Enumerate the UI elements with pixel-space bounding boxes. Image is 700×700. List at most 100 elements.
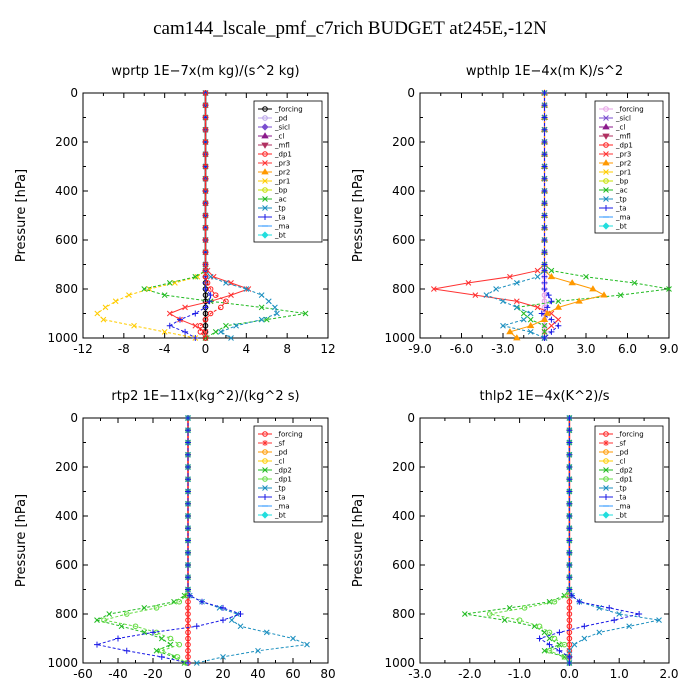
legend-label: _mfl (274, 142, 290, 150)
legend-label: _ma (615, 214, 631, 222)
data-point-tp (534, 273, 541, 280)
legend-marker (261, 168, 269, 175)
data-point-tp (255, 647, 261, 654)
data-point-ta (185, 537, 191, 544)
data-point-ta (606, 604, 613, 611)
x-tick-label: 1.0 (610, 667, 629, 681)
data-point-pr1 (100, 316, 107, 323)
data-point-ta (541, 151, 548, 158)
data-point-pr2 (575, 297, 583, 304)
y-tick-label: 800 (392, 282, 415, 296)
series-line-dp1 (103, 418, 189, 664)
data-point-dp1 (158, 647, 165, 654)
data-point-dp1 (218, 304, 224, 311)
data-point-dp1 (202, 126, 209, 133)
legend-marker (262, 187, 268, 193)
data-point-ac (141, 286, 148, 292)
data-point-tp (571, 641, 578, 648)
legend-label: _bt (274, 232, 286, 240)
data-point-ta (185, 562, 191, 568)
data-point-ta (185, 525, 191, 532)
series-line-tp (187, 418, 309, 664)
legend-label: _forcing (274, 431, 303, 439)
data-point-pr2 (547, 272, 556, 280)
data-point-ta (548, 328, 555, 335)
data-point-dp1 (516, 617, 523, 623)
y-tick-label: 0 (407, 86, 415, 100)
y-tick-label: 200 (55, 460, 78, 474)
data-point-ta (566, 586, 573, 593)
series-line-ac (142, 93, 306, 339)
data-point-dp1 (207, 310, 214, 317)
legend-marker (603, 476, 609, 482)
data-point-dp1 (176, 598, 183, 605)
data-point-dp1 (202, 200, 209, 207)
data-point-dp1 (101, 617, 107, 623)
data-point-ta (536, 635, 543, 642)
data-point-pr1 (131, 322, 137, 329)
panel-wprtp: wprtp 1E−7x(m kg)/(s^2 kg) Pressure [hPa]… (14, 64, 336, 356)
data-point-pr3 (534, 267, 541, 274)
data-point-tp (207, 273, 214, 280)
data-point-ta (566, 574, 573, 581)
data-point-ta (185, 500, 191, 507)
data-point-dp1 (202, 102, 209, 109)
legend-label: _bp (274, 187, 288, 195)
data-point-dp1 (561, 641, 568, 648)
legend-label: _sf (615, 440, 626, 448)
data-point-forcing (541, 322, 548, 329)
legend-marker (262, 467, 268, 473)
data-point-dp1 (153, 605, 160, 611)
legend-label: _pr3 (615, 151, 631, 159)
data-point-dp1 (202, 139, 209, 145)
data-point-dp2 (541, 647, 548, 654)
legend-marker (261, 123, 269, 131)
data-point-pr2 (506, 328, 514, 335)
legend-label: _sicl (615, 115, 631, 123)
series-line-pr1 (96, 93, 206, 339)
data-point-tp (656, 617, 662, 623)
data-point-ta (576, 598, 583, 605)
legend-marker (262, 440, 268, 446)
data-point-tp (566, 647, 573, 654)
data-point-tp (258, 292, 265, 298)
legend-marker (602, 159, 610, 166)
legend-label: _ma (615, 503, 631, 511)
data-point-ac (258, 304, 265, 311)
x-tick-label: 12 (320, 342, 335, 356)
legend-label: _dp1 (615, 142, 633, 150)
page-title: cam144_lscale_pmf_c7rich BUDGET at245E,-… (153, 18, 547, 39)
data-point-dp1 (197, 322, 204, 329)
data-point-dp2 (141, 605, 148, 611)
data-point-dp1 (202, 151, 209, 158)
legend-label: _bt (274, 512, 286, 520)
x-tick-label: 0.0 (560, 667, 579, 681)
data-point-tp (500, 322, 506, 329)
data-point-dp1 (223, 298, 229, 305)
data-point-ta (566, 451, 573, 458)
x-tick-label: 4 (243, 342, 251, 356)
data-point-tp (290, 635, 296, 642)
data-point-ta (193, 623, 200, 630)
legend-label: _tp (615, 196, 627, 204)
data-point-ac (527, 316, 534, 323)
data-point-ta (202, 304, 209, 311)
data-point-ta (185, 415, 191, 421)
x-tick-label: 60 (285, 667, 300, 681)
data-point-ta (548, 316, 555, 323)
data-point-dp2 (171, 598, 177, 605)
data-point-ta (538, 310, 545, 317)
legend-label: _bt (615, 512, 627, 520)
legend-label: _ma (274, 503, 290, 511)
x-tick-label: -9.0 (408, 342, 431, 356)
data-point-tp (228, 335, 234, 341)
legend-marker (603, 151, 609, 157)
data-point-ta (566, 500, 573, 507)
legend-label: _tp (274, 485, 286, 493)
x-tick-label: 80 (320, 667, 335, 681)
data-point-ta (544, 304, 551, 311)
data-point-ac (161, 292, 168, 298)
legend-marker (262, 115, 268, 121)
data-point-ta (185, 513, 191, 519)
series-line-dp1 (199, 93, 227, 339)
